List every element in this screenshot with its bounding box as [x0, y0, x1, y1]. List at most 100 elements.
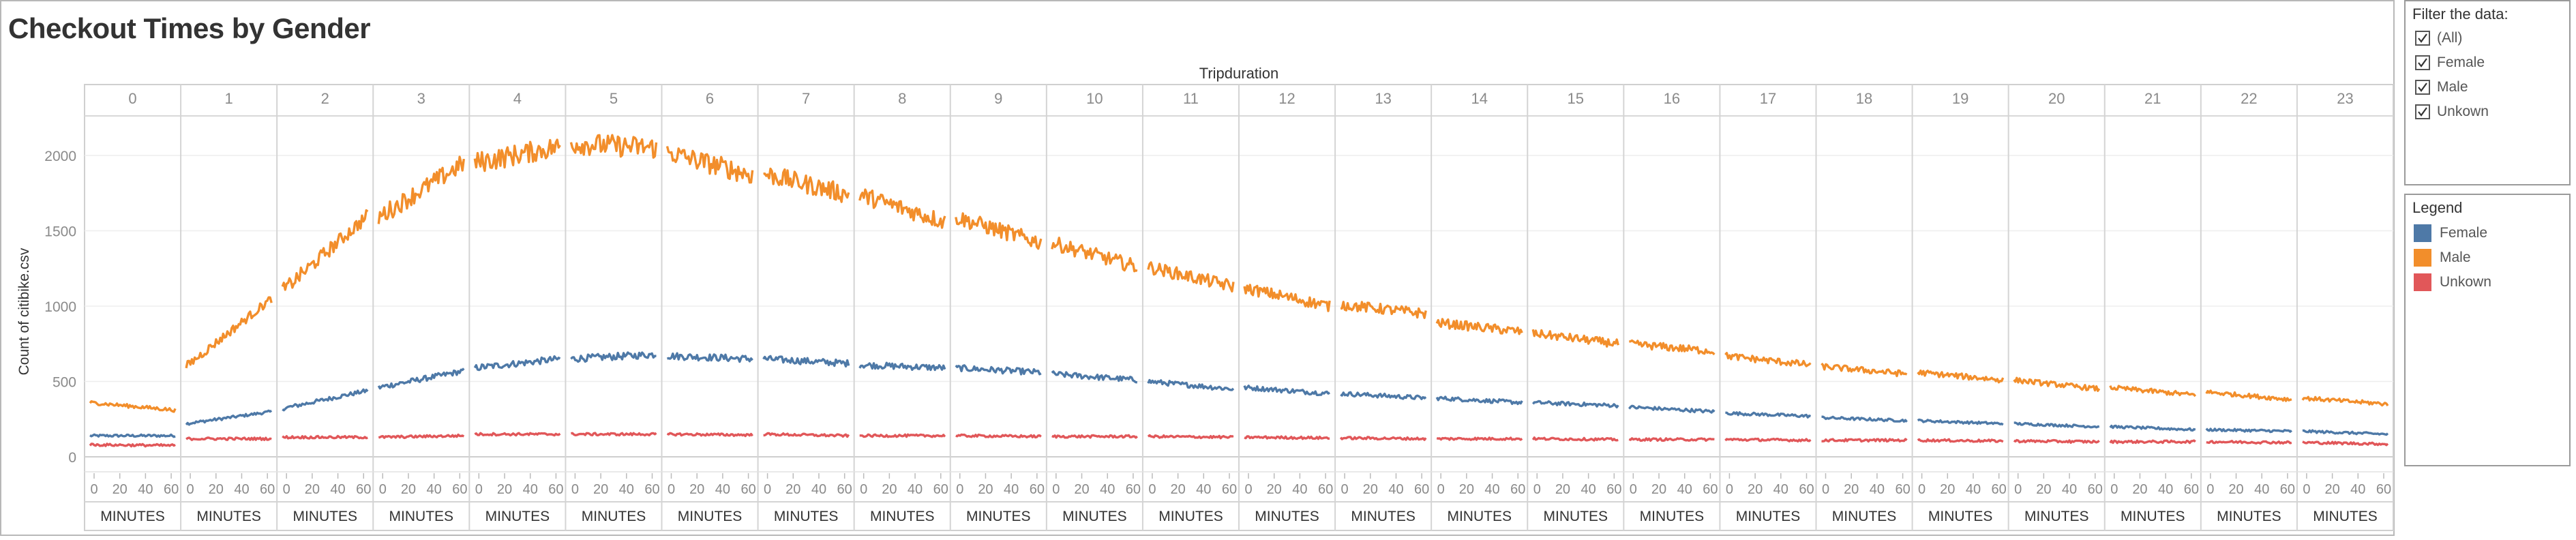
series-line-female — [377, 368, 465, 390]
series-line-unkown — [1147, 434, 1234, 440]
x-axis-label: MINUTES — [196, 509, 261, 524]
checkbox-checked-icon[interactable] — [2415, 104, 2430, 119]
x-axis-label: MINUTES — [485, 509, 550, 524]
dashboard: Checkout Times by Gender 0 1 2 3 4 5 6 7 8 9 10 11 1… — [0, 0, 2395, 536]
x-tick-label: 40 — [1100, 482, 1115, 497]
x-tick-label: 20 — [497, 482, 512, 497]
series-line-male — [1340, 301, 1427, 319]
x-tick-label: 40 — [1196, 482, 1211, 497]
x-tick-label: 0 — [1341, 482, 1349, 497]
pane-header-label: 13 — [1375, 90, 1391, 107]
x-tick-label: 40 — [427, 482, 442, 497]
x-tick-label: 0 — [283, 482, 290, 497]
legend-item-male[interactable]: Male — [2414, 248, 2471, 267]
x-tick-label: 0 — [2014, 482, 2022, 497]
series-line-unkown — [1531, 436, 1619, 442]
x-tick-label: 60 — [1895, 482, 1910, 497]
pane-header-label: 6 — [706, 90, 714, 107]
pane-layer: 0 1 2 3 4 5 6 7 8 9 10 11 12 13 14 15 16 17 18 19 20 21 22 23 — [128, 90, 2353, 107]
series-line-male — [1531, 329, 1619, 348]
x-axis-label: MINUTES — [1736, 509, 1801, 524]
pane-header-label: 0 — [128, 90, 136, 107]
x-tick-label: 0 — [1822, 482, 1829, 497]
legend-item-female[interactable]: Female — [2414, 224, 2487, 243]
x-tick-label: 40 — [330, 482, 345, 497]
filter-item-unkown[interactable]: Unkown — [2415, 102, 2489, 121]
series-line-male — [2205, 389, 2292, 402]
x-tick-label: 60 — [356, 482, 371, 497]
x-tick-label: 60 — [1318, 482, 1333, 497]
x-tick-label: 40 — [2158, 482, 2173, 497]
series-line-female — [1147, 378, 1235, 391]
filter-label: Male — [2437, 79, 2468, 95]
x-tick-label: 60 — [260, 482, 275, 497]
filter-item-female[interactable]: Female — [2415, 53, 2485, 72]
series-line-female — [1821, 415, 1908, 423]
x-tick-label: 20 — [1844, 482, 1859, 497]
series-line-unkown — [1339, 436, 1427, 441]
x-tick-label: 20 — [2228, 482, 2243, 497]
filter-label: Female — [2437, 55, 2485, 70]
series-line-unkown — [378, 433, 465, 439]
x-axis-label: MINUTES — [1158, 509, 1223, 524]
x-axis-label: MINUTES — [966, 509, 1031, 524]
pane-header-label: 9 — [994, 90, 1002, 107]
series-line-female — [89, 433, 176, 438]
legend-item-unkown[interactable]: Unkown — [2414, 273, 2491, 292]
series-line-male — [1821, 362, 1908, 378]
series-line-female — [2109, 424, 2196, 432]
series-line-unkown — [1051, 434, 1138, 439]
x-axis-label: MINUTES — [2024, 509, 2089, 524]
x-tick-label: 0 — [571, 482, 579, 497]
series-line-unkown — [666, 432, 753, 438]
series-line-male — [89, 400, 177, 413]
pane-header-label: 12 — [1278, 90, 1295, 107]
x-tick-label: 40 — [1966, 482, 1981, 497]
x-tick-label: 40 — [1677, 482, 1692, 497]
series-line-female — [282, 388, 369, 412]
x-tick-label: 60 — [2088, 482, 2103, 497]
pane-header-label: 22 — [2241, 90, 2257, 107]
x-tick-label: 20 — [1651, 482, 1666, 497]
filter-item-all[interactable]: (All) — [2415, 29, 2462, 48]
series-line-female — [1051, 370, 1138, 384]
series-layer — [89, 134, 2389, 448]
checkbox-checked-icon[interactable] — [2415, 55, 2430, 70]
pane-header-label: 2 — [321, 90, 329, 107]
pane-header-label: 23 — [2337, 90, 2353, 107]
series-line-unkown — [859, 433, 946, 438]
x-tick-label: 60 — [1992, 482, 2007, 497]
checkbox-checked-icon[interactable] — [2415, 31, 2430, 46]
x-axis-label: MINUTES — [2121, 509, 2185, 524]
x-axis-label: MINUTES — [870, 509, 935, 524]
grid-layer — [85, 85, 2393, 530]
series-line-female — [955, 364, 1042, 376]
pane-header-label: 17 — [1760, 90, 1776, 107]
x-tick-label: 20 — [1074, 482, 1089, 497]
pane-header-label: 19 — [1952, 90, 1968, 107]
x-tick-label: 0 — [187, 482, 194, 497]
series-line-unkown — [474, 432, 561, 437]
x-tick-label: 40 — [715, 482, 730, 497]
x-axis-label: MINUTES — [582, 509, 646, 524]
x-tick-label: 0 — [1148, 482, 1156, 497]
filter-label: (All) — [2437, 30, 2463, 46]
series-line-female — [1532, 400, 1619, 408]
pane-header-label: 21 — [2144, 90, 2161, 107]
x-tick-label: 20 — [882, 482, 897, 497]
legend-swatch — [2414, 224, 2431, 242]
x-tick-label: 40 — [1581, 482, 1596, 497]
checkbox-checked-icon[interactable] — [2415, 80, 2430, 95]
x-tick-label: 20 — [401, 482, 416, 497]
series-line-unkown — [955, 433, 1042, 439]
x-axis-label: MINUTES — [1062, 509, 1127, 524]
chart-title: Checkout Times by Gender — [8, 12, 371, 44]
series-line-female — [762, 355, 850, 368]
y-tick-label: 2000 — [44, 149, 76, 164]
legend-panel: Legend Female Male Unkown — [2404, 194, 2571, 466]
x-tick-label: 20 — [2324, 482, 2339, 497]
series-line-male — [955, 212, 1043, 250]
filter-item-male[interactable]: Male — [2415, 78, 2468, 97]
x-tick-label: 40 — [523, 482, 538, 497]
series-line-unkown — [2013, 438, 2100, 444]
